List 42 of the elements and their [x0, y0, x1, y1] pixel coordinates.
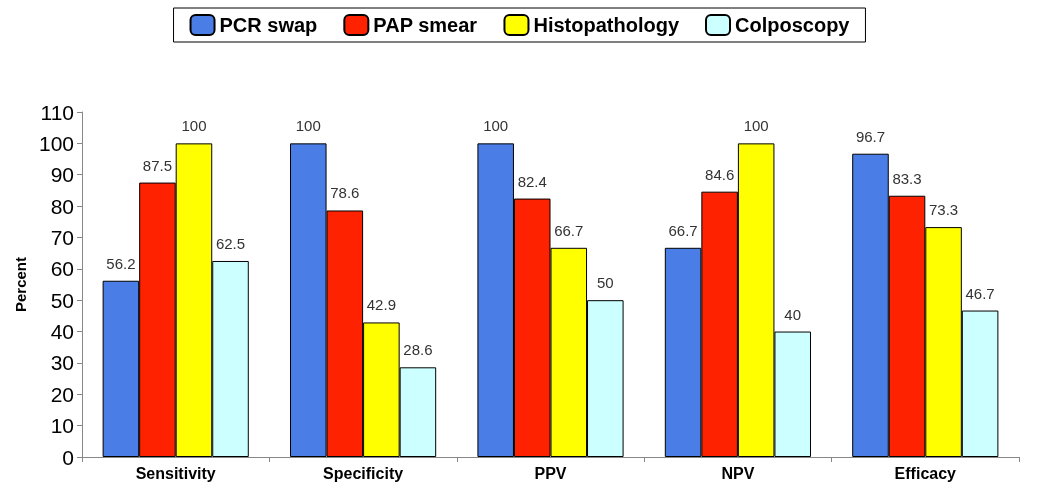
x-tick-label: Efficacy — [894, 464, 957, 482]
y-tick-label: 20 — [50, 382, 74, 406]
data-label: 82.4 — [517, 172, 547, 190]
x-tick-label: NPV — [721, 464, 755, 482]
y-tick-label: 90 — [50, 163, 74, 187]
data-label: 66.7 — [668, 221, 698, 239]
data-label: 100 — [295, 117, 321, 135]
data-label: 46.7 — [965, 284, 995, 302]
data-label: 84.6 — [705, 165, 735, 183]
data-label: 96.7 — [855, 127, 886, 145]
data-label: 28.6 — [403, 341, 433, 359]
data-label: 62.5 — [215, 234, 246, 252]
legend-label: Histopathology — [533, 14, 680, 36]
y-tick-label: 80 — [50, 194, 74, 218]
legend-label: Colposcopy — [735, 14, 851, 36]
y-tick-label: 30 — [50, 351, 74, 375]
y-tick-label: 10 — [50, 414, 74, 438]
data-label: 56.2 — [106, 254, 136, 272]
data-label: 66.7 — [554, 221, 584, 239]
data-label: 78.6 — [330, 184, 360, 202]
legend-label: PAP smear — [373, 14, 478, 36]
data-label: 100 — [181, 117, 207, 135]
data-label: 100 — [743, 117, 769, 135]
x-tick-label: Sensitivity — [135, 464, 216, 482]
data-label: 73.3 — [928, 201, 959, 219]
data-label: 40 — [784, 305, 802, 323]
data-label: 42.9 — [366, 296, 396, 314]
y-tick-label: 60 — [50, 257, 74, 281]
y-tick-label: 100 — [38, 131, 74, 155]
legend-label: PCR swap — [219, 14, 318, 36]
data-label: 87.5 — [142, 156, 173, 174]
data-label: 83.3 — [892, 169, 922, 187]
data-label: 100 — [483, 117, 509, 135]
y-tick-label: 40 — [50, 320, 74, 344]
x-tick-label: PPV — [534, 464, 567, 482]
y-tick-label: 70 — [50, 225, 74, 249]
x-tick-label: Specificity — [323, 464, 404, 482]
y-tick-label: 50 — [50, 288, 74, 312]
y-tick-label: 0 — [62, 445, 74, 469]
data-label: 50 — [596, 274, 614, 292]
y-axis-title: Percent — [12, 256, 30, 313]
y-tick-label: 110 — [40, 100, 74, 124]
